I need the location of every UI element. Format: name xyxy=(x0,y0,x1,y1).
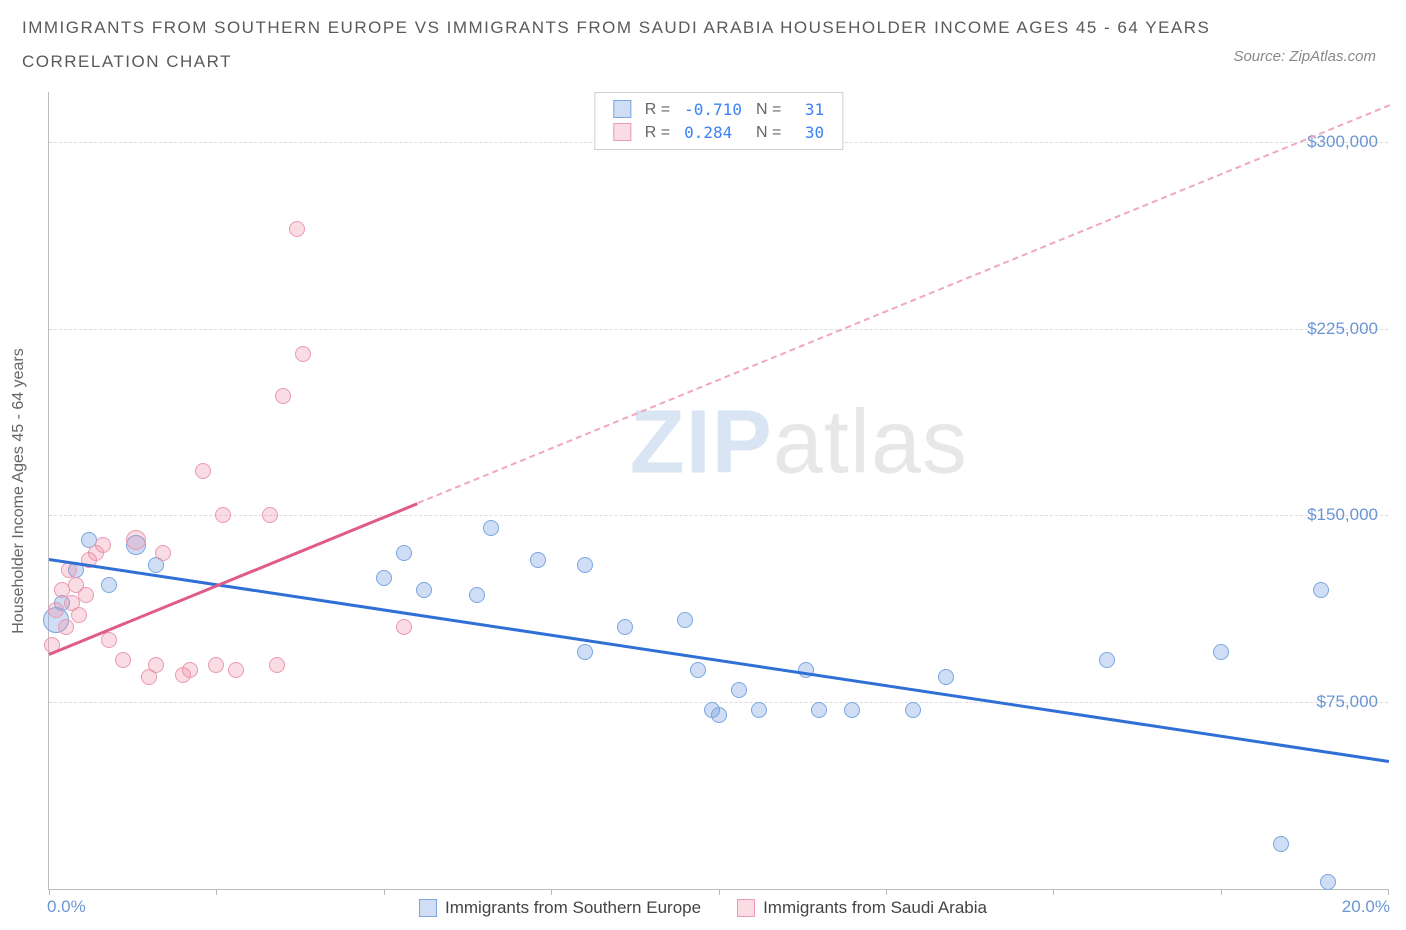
y-tick-label: $150,000 xyxy=(1307,505,1378,525)
data-point xyxy=(690,662,706,678)
r-label: R = xyxy=(639,99,676,120)
r-value: 0.284 xyxy=(678,122,748,143)
data-point xyxy=(95,537,111,553)
x-tick xyxy=(719,889,720,895)
plot-region: Householder Income Ages 45 - 64 years ZI… xyxy=(48,92,1388,890)
data-point xyxy=(269,657,285,673)
data-point xyxy=(396,545,412,561)
data-point xyxy=(1213,644,1229,660)
data-point xyxy=(182,662,198,678)
x-tick xyxy=(1388,889,1389,895)
data-point xyxy=(396,619,412,635)
data-point xyxy=(126,530,146,550)
y-tick-label: $225,000 xyxy=(1307,319,1378,339)
data-point xyxy=(228,662,244,678)
x-tick xyxy=(886,889,887,895)
data-point xyxy=(295,346,311,362)
y-axis-label: Householder Income Ages 45 - 64 years xyxy=(10,348,28,634)
data-point xyxy=(78,587,94,603)
data-point xyxy=(262,507,278,523)
data-point xyxy=(617,619,633,635)
data-point xyxy=(469,587,485,603)
legend-item: Immigrants from Saudi Arabia xyxy=(737,898,987,918)
legend-swatch xyxy=(613,123,631,141)
data-point xyxy=(731,682,747,698)
n-value: 30 xyxy=(789,122,830,143)
data-point xyxy=(905,702,921,718)
x-tick xyxy=(49,889,50,895)
legend-item: Immigrants from Southern Europe xyxy=(419,898,701,918)
chart-title-line1: IMMIGRANTS FROM SOUTHERN EUROPE VS IMMIG… xyxy=(22,18,1384,38)
r-label: R = xyxy=(639,122,676,143)
data-point xyxy=(48,602,64,618)
gridline xyxy=(49,515,1388,516)
legend-swatch xyxy=(419,899,437,917)
correlation-legend: R =-0.710N = 31R =0.284N = 30 xyxy=(594,92,843,150)
x-tick xyxy=(384,889,385,895)
x-tick xyxy=(1221,889,1222,895)
legend-label: Immigrants from Saudi Arabia xyxy=(763,898,987,918)
data-point xyxy=(376,570,392,586)
data-point xyxy=(155,545,171,561)
data-point xyxy=(115,652,131,668)
data-point xyxy=(148,657,164,673)
data-point xyxy=(1099,652,1115,668)
n-value: 31 xyxy=(789,99,830,120)
n-label: N = xyxy=(750,122,787,143)
gridline xyxy=(49,329,1388,330)
data-point xyxy=(530,552,546,568)
data-point xyxy=(938,669,954,685)
data-point xyxy=(844,702,860,718)
data-point xyxy=(275,388,291,404)
gridline xyxy=(49,702,1388,703)
trendline xyxy=(49,558,1389,763)
data-point xyxy=(208,657,224,673)
data-point xyxy=(416,582,432,598)
data-point xyxy=(711,707,727,723)
trendline-extrapolated xyxy=(417,105,1389,505)
data-point xyxy=(577,644,593,660)
data-point xyxy=(101,632,117,648)
data-point xyxy=(58,619,74,635)
data-point xyxy=(483,520,499,536)
data-point xyxy=(577,557,593,573)
data-point xyxy=(751,702,767,718)
x-tick xyxy=(1053,889,1054,895)
y-tick-label: $75,000 xyxy=(1317,692,1378,712)
series-legend: Immigrants from Southern Europe Immigrant… xyxy=(0,898,1406,922)
data-point xyxy=(101,577,117,593)
data-point xyxy=(195,463,211,479)
data-point xyxy=(677,612,693,628)
x-tick xyxy=(216,889,217,895)
chart-area: Householder Income Ages 45 - 64 years ZI… xyxy=(48,92,1388,890)
legend-row: R =-0.710N = 31 xyxy=(607,99,830,120)
legend-swatch xyxy=(613,100,631,118)
data-point xyxy=(289,221,305,237)
data-point xyxy=(215,507,231,523)
legend-label: Immigrants from Southern Europe xyxy=(445,898,701,918)
data-point xyxy=(1273,836,1289,852)
r-value: -0.710 xyxy=(678,99,748,120)
chart-title-line2: CORRELATION CHART xyxy=(22,52,1384,72)
source-attribution: Source: ZipAtlas.com xyxy=(1233,48,1376,65)
n-label: N = xyxy=(750,99,787,120)
data-point xyxy=(1320,874,1336,890)
data-point xyxy=(811,702,827,718)
watermark: ZIPatlas xyxy=(630,391,968,494)
legend-swatch xyxy=(737,899,755,917)
data-point xyxy=(71,607,87,623)
legend-row: R =0.284N = 30 xyxy=(607,122,830,143)
data-point xyxy=(1313,582,1329,598)
x-tick xyxy=(551,889,552,895)
